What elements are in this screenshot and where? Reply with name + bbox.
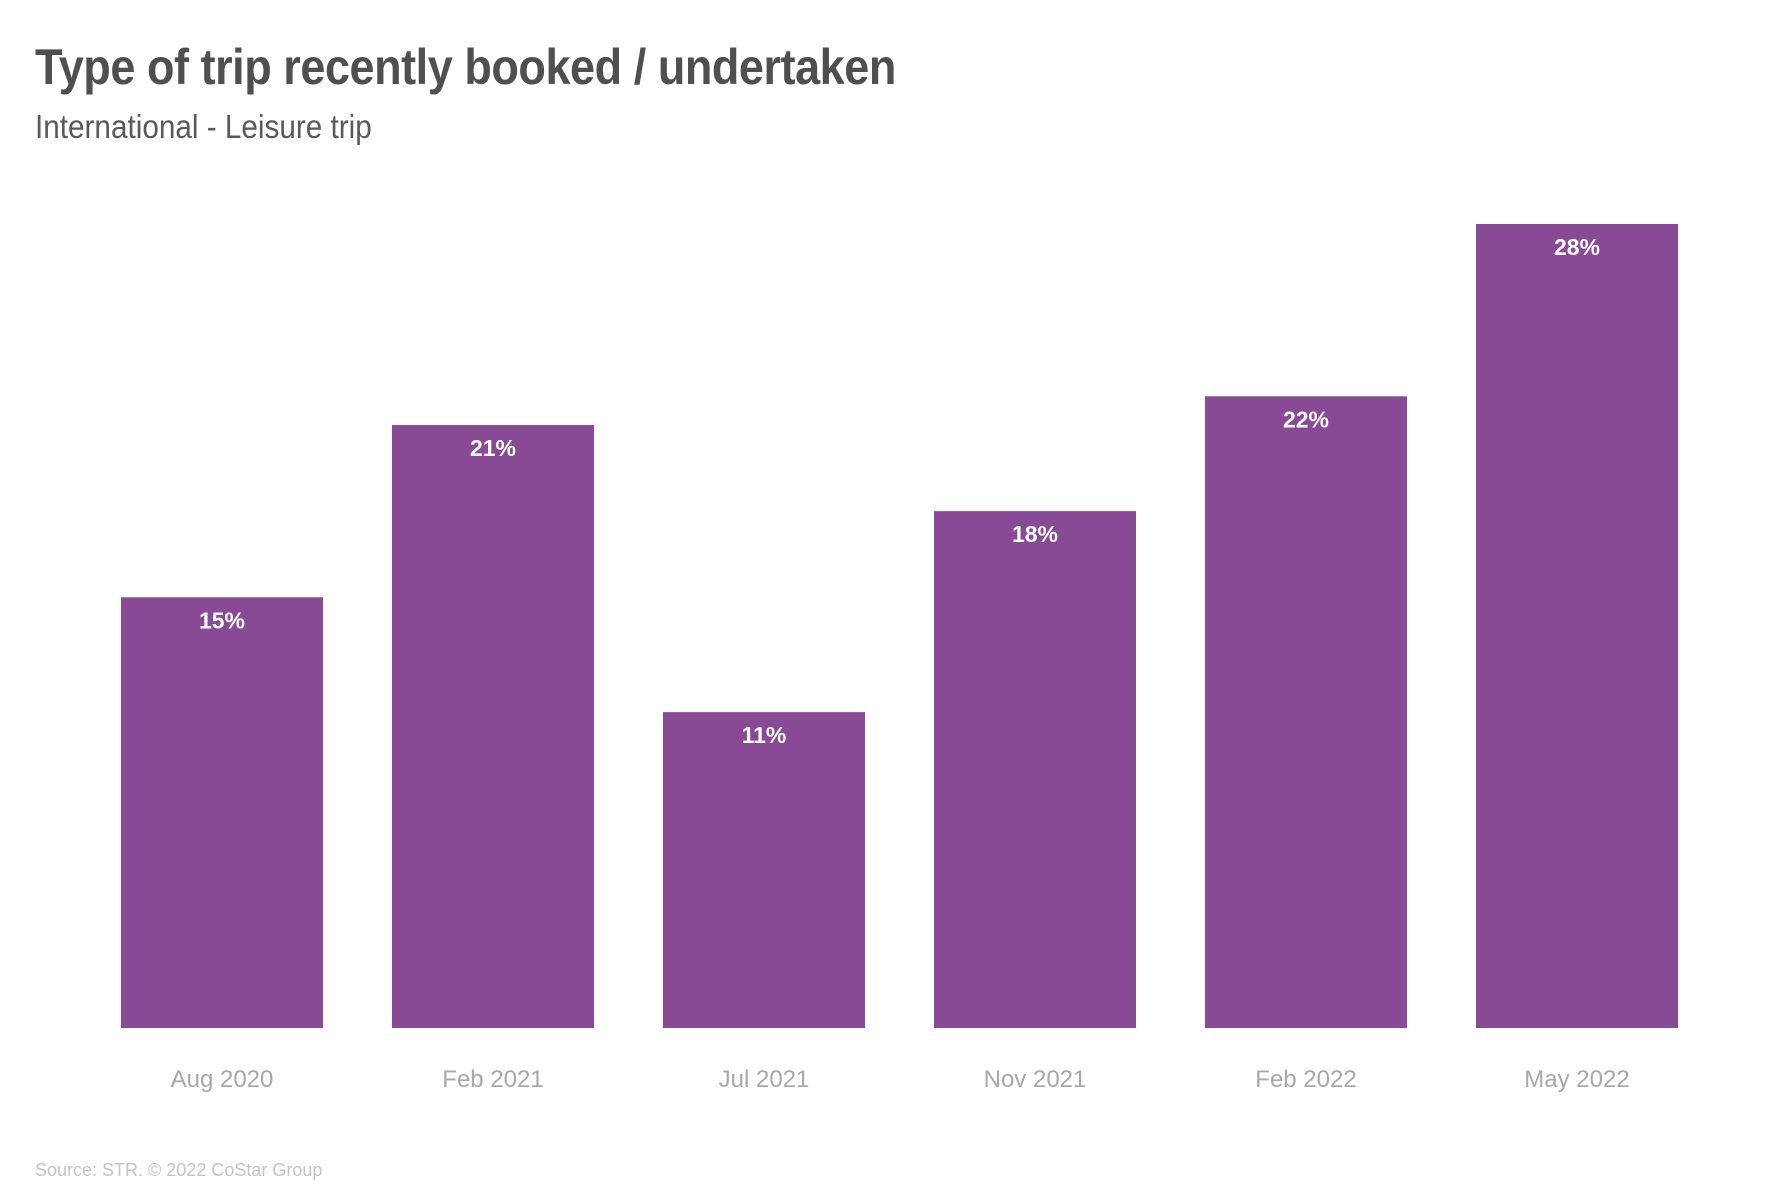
data-label: 18%: [1012, 521, 1058, 547]
x-tick-label: Jul 2021: [719, 1066, 810, 1093]
x-tick-label: Feb 2021: [442, 1066, 543, 1093]
data-label: 28%: [1554, 234, 1600, 260]
source-note: Source: STR. © 2022 CoStar Group: [35, 1160, 323, 1180]
bar-feb-2021: [392, 425, 594, 1028]
x-tick-label: Feb 2022: [1255, 1066, 1356, 1093]
x-tick-label: Nov 2021: [984, 1066, 1087, 1093]
chart-subtitle: International - Leisure trip: [35, 108, 372, 145]
x-tick-label: May 2022: [1524, 1066, 1629, 1093]
chart-title: Type of trip recently booked / undertake…: [35, 39, 896, 95]
bar-aug-2020: [121, 597, 323, 1028]
bar-nov-2021: [934, 511, 1136, 1029]
data-label: 22%: [1283, 406, 1329, 432]
data-label: 11%: [742, 722, 787, 748]
bar-feb-2022: [1205, 396, 1407, 1028]
data-label: 15%: [199, 607, 245, 633]
x-tick-label: Aug 2020: [171, 1066, 274, 1093]
bar-jul-2021: [663, 712, 865, 1028]
bar-may-2022: [1476, 224, 1678, 1028]
data-label: 21%: [470, 435, 516, 461]
